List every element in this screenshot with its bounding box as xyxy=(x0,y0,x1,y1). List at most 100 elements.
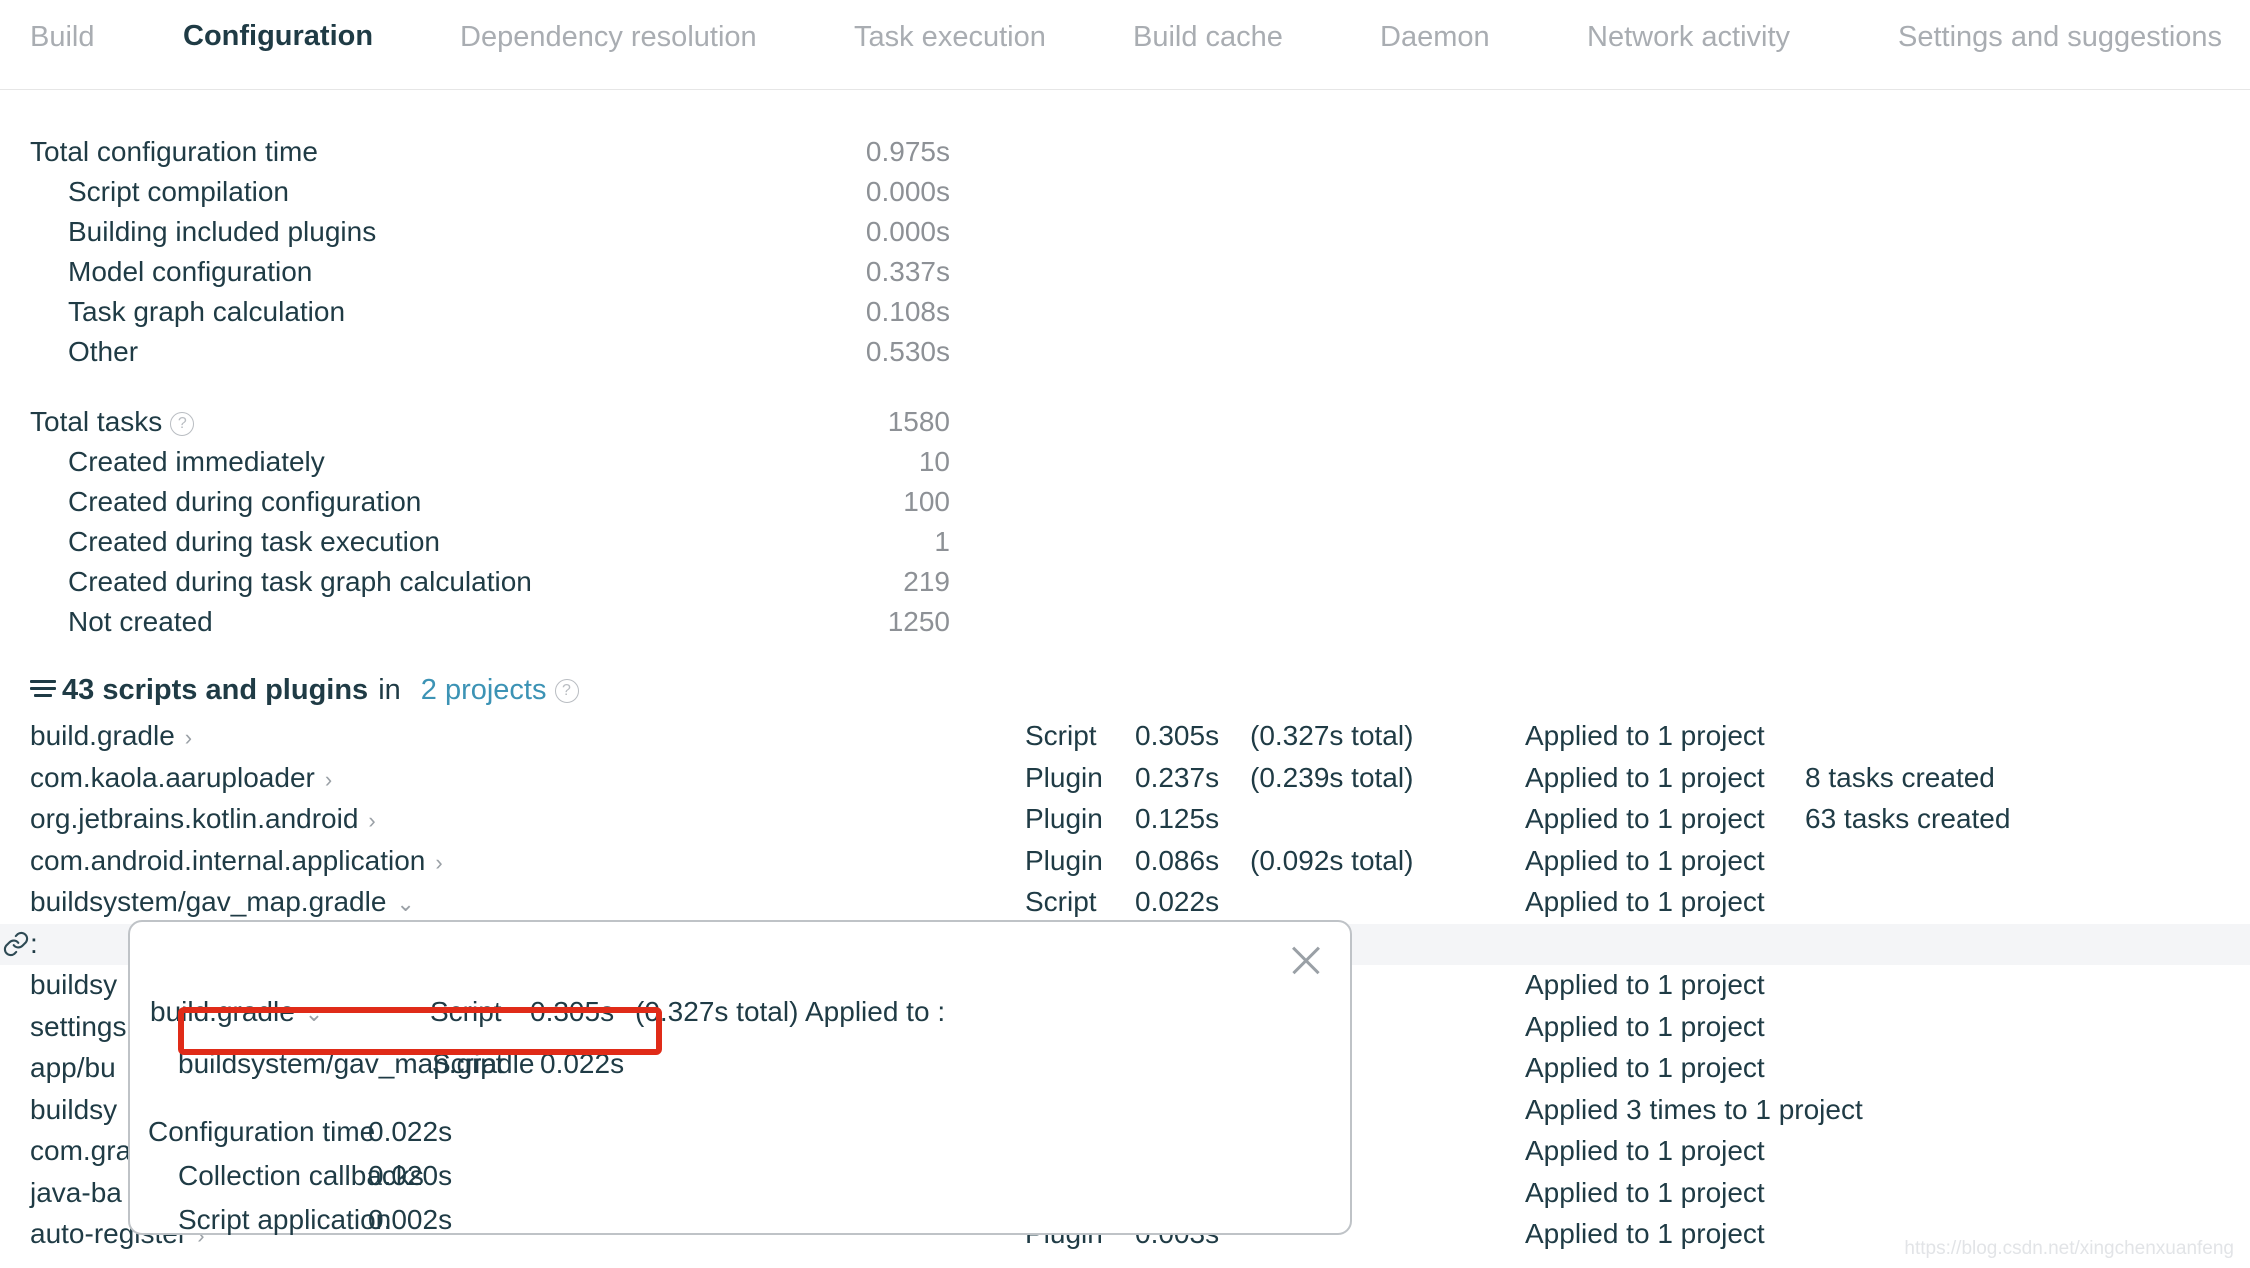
script-row[interactable]: buildsystem/gav_map.gradle ⌄ Script 0.022s A… xyxy=(0,882,2250,924)
scripts-in-label: in xyxy=(378,674,401,706)
script-row-name-text: settings xyxy=(30,1010,127,1042)
config-time-row-label: Building included plugins xyxy=(68,216,377,247)
total-tasks-row-value: 219 xyxy=(903,566,950,597)
scripts-count-label: 43 scripts and plugins xyxy=(62,674,369,706)
link-icon[interactable] xyxy=(2,930,30,958)
list-icon xyxy=(30,676,56,701)
script-row-name-text: com.android.internal.application xyxy=(30,844,426,876)
script-row-applied: Applied to 1 project xyxy=(1525,1135,1765,1166)
chevron-right-icon[interactable]: › xyxy=(368,808,376,833)
script-row-name-text: : xyxy=(30,927,38,959)
total-tasks-row-label: Created during task graph calculation xyxy=(68,566,532,597)
popup-configuration-time-label: Configuration time xyxy=(148,1116,376,1147)
total-tasks-row-value: 100 xyxy=(903,486,950,517)
script-row-name[interactable]: org.jetbrains.kotlin.android › xyxy=(30,803,376,835)
tab-settings-and-suggestions[interactable]: Settings and suggestions xyxy=(1898,21,2223,53)
script-row-applied: Applied to 1 project xyxy=(1525,969,1765,1000)
script-row-name-text: com.kaola.aaruploader xyxy=(30,761,315,793)
config-time-row-label: Other xyxy=(68,336,139,367)
tab-build-cache[interactable]: Build cache xyxy=(1133,21,1283,53)
script-row-name-text: buildsy xyxy=(30,969,118,1000)
popup-script-applied: Applied to : xyxy=(805,996,946,1027)
script-row-name[interactable]: buildsystem/gav_map.gradle ⌄ xyxy=(30,886,415,918)
popup-collection-callbacks-value: 0.020s xyxy=(368,1160,453,1191)
config-time-row-value: 0.337s xyxy=(865,256,950,287)
total-tasks-row-value: 1250 xyxy=(887,606,950,637)
script-row-applied: Applied to 1 project xyxy=(1525,720,1765,751)
script-row-name[interactable]: settings xyxy=(30,1011,127,1043)
script-row-name[interactable]: com.android.internal.application › xyxy=(30,845,443,877)
close-icon[interactable] xyxy=(1288,942,1324,978)
script-row-type: Plugin xyxy=(1025,803,1103,834)
script-row-applied: Applied to 1 project xyxy=(1525,761,1765,793)
tab-daemon[interactable]: Daemon xyxy=(1380,21,1490,53)
help-icon[interactable]: ? xyxy=(170,412,195,436)
config-time-row-value: 0.000s xyxy=(865,216,950,247)
script-row-name-text: build.gradle xyxy=(30,720,175,751)
chevron-right-icon[interactable]: › xyxy=(324,766,333,792)
total-tasks-row-value: 1 xyxy=(934,526,950,557)
script-row[interactable]: com.gra Applied to 1 project xyxy=(0,1131,2250,1173)
script-row-name[interactable]: com.kaola.aaruploader › xyxy=(30,762,332,794)
script-row-applied: Applied to 1 project xyxy=(1525,844,1765,876)
tab-build[interactable]: Build xyxy=(30,21,95,53)
script-row[interactable]: com.kaola.aaruploader › Plugin 0.237s (0.239… xyxy=(0,758,2250,800)
config-time-row-label: Total configuration time xyxy=(30,136,318,167)
script-row-name-text: buildsy xyxy=(30,1093,118,1125)
total-tasks-row-label: Created immediately xyxy=(68,446,325,477)
script-row-name[interactable]: com.gra xyxy=(30,1135,131,1167)
script-row-applied: Applied to 1 project xyxy=(1525,1218,1765,1249)
chevron-down-icon[interactable]: ⌄ xyxy=(396,891,415,916)
script-row-tasks: 63 tasks created xyxy=(1805,803,2011,834)
script-row-time: 0.237s xyxy=(1135,761,1220,793)
script-detail-popup: build.gradle ⌄ Script 0.305s (0.327s tota… xyxy=(128,920,1352,1235)
tab-task-execution[interactable]: Task execution xyxy=(854,21,1046,53)
script-row[interactable]: buildsy Applied 3 times to 1 project xyxy=(0,1090,2250,1132)
script-row-total: (0.092s total) xyxy=(1250,844,1414,876)
popup-configuration-time-value: 0.022s xyxy=(368,1116,453,1147)
script-row[interactable]: org.jetbrains.kotlin.android › Plugin 0.125… xyxy=(0,799,2250,841)
script-row-name-text: java-ba xyxy=(30,1176,122,1208)
script-row-name-text: org.jetbrains.kotlin.android xyxy=(30,803,359,834)
script-row-name-text: buildsystem/gav_map.gradle xyxy=(30,886,387,917)
popup-script-total: (0.327s total) xyxy=(635,996,799,1027)
tab-configuration[interactable]: Configuration xyxy=(183,20,374,52)
chevron-right-icon[interactable]: › xyxy=(184,725,193,750)
script-row-name-text: app/bu xyxy=(30,1052,116,1083)
watermark: https://blog.csdn.net/xingchenxuanfeng xyxy=(1904,1238,2234,1259)
script-row-applied: Applied to 1 project xyxy=(1525,803,1765,834)
highlight-annotation-box xyxy=(178,1007,662,1055)
popup-script-application-value: 0.002s xyxy=(368,1204,453,1235)
config-time-row-value: 0.530s xyxy=(865,336,950,367)
script-row-name[interactable]: buildsy xyxy=(30,1094,117,1126)
script-row[interactable]: com.android.internal.application › Plugin 0… xyxy=(0,841,2250,883)
tab-network-activity[interactable]: Network activity xyxy=(1587,21,1791,53)
script-row-total: (0.239s total) xyxy=(1250,761,1414,793)
help-icon[interactable]: ? xyxy=(554,678,579,703)
chevron-right-icon[interactable]: › xyxy=(435,849,443,875)
script-row-applied: Applied to 1 project xyxy=(1525,886,1765,917)
script-row-total: (0.327s total) xyxy=(1250,720,1414,751)
total-tasks-value: 1580 xyxy=(887,406,950,437)
script-row-name[interactable]: buildsy xyxy=(30,969,117,1001)
chevron-right-icon[interactable]: › xyxy=(197,1223,205,1248)
script-row-applied: Applied to 1 project xyxy=(1525,1010,1765,1042)
script-row[interactable]: build.gradle › Script 0.305s (0.327s total) A… xyxy=(0,716,2250,758)
script-row-time: 0.022s xyxy=(1135,886,1220,917)
total-tasks-label-text: Total tasks xyxy=(30,406,163,437)
script-row-name[interactable]: : xyxy=(30,928,38,960)
tab-dependency-resolution[interactable]: Dependency resolution xyxy=(460,21,757,53)
script-row-applied: Applied 3 times to 1 project xyxy=(1525,1093,1863,1125)
script-row-name[interactable]: java-ba xyxy=(30,1177,122,1209)
total-tasks-row-label: Created during configuration xyxy=(68,486,422,517)
script-row-name[interactable]: app/bu xyxy=(30,1052,116,1084)
script-row-name[interactable]: build.gradle › xyxy=(30,720,192,752)
popup-collection-callbacks-label: Collection callbacks xyxy=(178,1160,424,1191)
config-time-row-label: Model configuration xyxy=(68,256,313,287)
script-row-applied: Applied to 1 project xyxy=(1525,1052,1765,1083)
total-tasks-row-value: 10 xyxy=(918,446,950,477)
script-row-name-text: com.gra xyxy=(30,1135,132,1166)
projects-link[interactable]: 2 projects xyxy=(420,674,547,706)
script-row-applied: Applied to 1 project xyxy=(1525,1176,1765,1208)
